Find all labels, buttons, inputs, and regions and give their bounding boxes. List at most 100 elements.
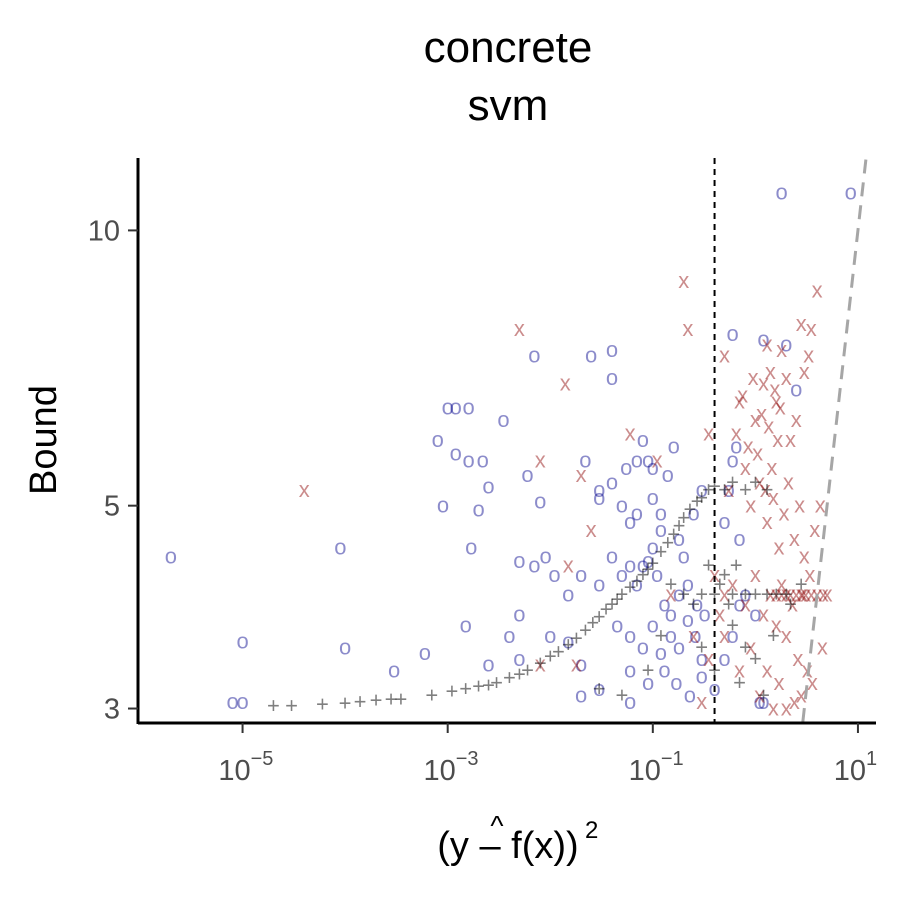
point-plus-50: +: [695, 581, 708, 606]
point-o-22: o: [521, 462, 533, 487]
point-x-52: x: [771, 612, 782, 637]
point-o-48: o: [642, 448, 654, 473]
point-plus-72: +: [795, 572, 808, 597]
point-x-18: x: [750, 407, 761, 432]
x-tick-exponent-1: −3: [456, 748, 479, 770]
point-o-113: o: [655, 517, 667, 542]
point-o-43: o: [606, 470, 618, 495]
point-o-112: o: [631, 501, 643, 526]
point-x-69: x: [796, 683, 807, 708]
point-plus-17: +: [534, 651, 547, 676]
point-plus-66: +: [642, 658, 655, 683]
point-o-33: o: [606, 365, 618, 390]
point-x-64: x: [762, 658, 773, 683]
point-o-93: o: [733, 591, 745, 616]
point-o-68: o: [658, 591, 670, 616]
point-plus-0: +: [267, 693, 280, 718]
point-x-28: x: [812, 277, 823, 302]
point-o-46: o: [631, 448, 643, 473]
x-tick-label-0: 10: [218, 755, 250, 787]
point-x-19: x: [758, 371, 769, 396]
point-x-70: x: [696, 689, 707, 714]
point-x-76: x: [785, 581, 796, 606]
point-plus-63: +: [708, 658, 721, 683]
point-x-98: x: [775, 395, 786, 420]
point-plus-10: +: [459, 676, 472, 701]
x-tick-label-3: 10: [834, 755, 866, 787]
point-plus-77: +: [702, 553, 715, 578]
point-o-21: o: [548, 562, 560, 587]
point-o-36: o: [593, 676, 605, 701]
point-o-30: o: [528, 342, 540, 367]
point-plus-56: +: [770, 581, 783, 606]
point-x-2: x: [560, 371, 571, 396]
point-x-25: x: [791, 407, 802, 432]
point-plus-64: +: [695, 634, 708, 659]
point-x-63: x: [754, 683, 765, 708]
lines-layer: [713, 157, 868, 723]
point-x-41: x: [799, 543, 810, 568]
point-plus-3: +: [339, 690, 352, 715]
point-x-26: x: [799, 359, 810, 384]
point-x-56: x: [792, 646, 803, 671]
y-tick-label-0: 3: [104, 694, 120, 726]
point-plus-41: +: [695, 485, 708, 510]
point-o-6: o: [442, 395, 454, 420]
point-x-43: x: [809, 517, 820, 542]
point-x-32: x: [745, 493, 756, 518]
point-x-65: x: [768, 696, 779, 721]
point-plus-11: +: [472, 674, 485, 699]
point-x-7: x: [678, 268, 689, 293]
point-x-20: x: [765, 359, 776, 384]
point-plus-30: +: [630, 569, 643, 594]
point-o-91: o: [718, 646, 730, 671]
point-o-27: o: [460, 612, 472, 637]
point-plus-65: +: [654, 623, 667, 648]
x-ticks: 10 −5 10 −3 10 −1 10 1: [218, 723, 877, 787]
point-x-91: x: [752, 441, 763, 466]
point-x-42: x: [804, 562, 815, 587]
y-tick-label-1: 5: [104, 491, 120, 523]
identity-line: [801, 157, 868, 723]
point-plus-61: +: [749, 646, 762, 671]
point-o-0: o: [165, 543, 177, 568]
point-x-59: x: [807, 670, 818, 695]
point-o-40: o: [562, 629, 574, 654]
point-o-9: o: [432, 427, 444, 452]
point-plus-33: +: [646, 551, 659, 576]
point-x-9: x: [652, 448, 663, 473]
point-x-11: x: [563, 553, 574, 578]
point-plus-53: +: [739, 581, 752, 606]
point-plus-14: +: [503, 665, 516, 690]
point-x-37: x: [779, 501, 790, 526]
chart-subtitle: svm: [468, 81, 549, 130]
point-x-61: x: [734, 658, 745, 683]
point-plus-76: +: [730, 553, 743, 578]
point-x-74: x: [776, 581, 787, 606]
point-x-33: x: [754, 470, 765, 495]
point-o-24: o: [513, 602, 525, 627]
point-plus-27: +: [611, 586, 624, 611]
point-plus-60: +: [739, 634, 752, 659]
point-plus-20: +: [562, 632, 575, 657]
point-plus-43: +: [708, 473, 721, 498]
point-plus-34: +: [654, 539, 667, 564]
point-plus-52: +: [726, 581, 739, 606]
point-o-18: o: [513, 548, 525, 573]
point-o-7: o: [450, 395, 462, 420]
point-plus-25: +: [600, 597, 613, 622]
point-x-22: x: [776, 337, 787, 362]
point-o-85: o: [642, 670, 654, 695]
point-x-96: x: [769, 376, 780, 401]
point-o-74: o: [611, 612, 623, 637]
point-o-103: o: [775, 180, 787, 205]
y-axis-title: Bound: [23, 385, 65, 495]
point-o-55: o: [687, 501, 699, 526]
point-x-62: x: [745, 634, 756, 659]
point-plus-21: +: [570, 625, 583, 650]
point-o-20: o: [539, 543, 551, 568]
point-o-97: o: [753, 689, 765, 714]
point-o-41: o: [579, 448, 591, 473]
point-o-14: o: [437, 493, 449, 518]
point-x-24: x: [785, 427, 796, 452]
